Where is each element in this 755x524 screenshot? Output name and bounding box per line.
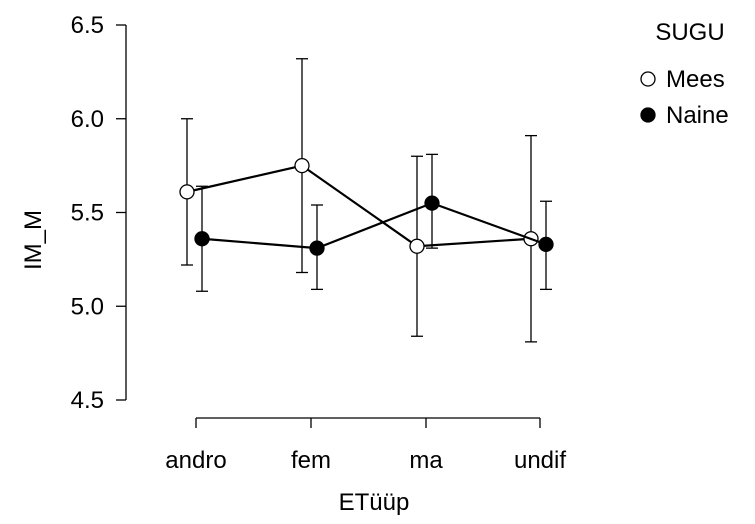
series-line-naine: [201, 201, 547, 250]
legend-label-naine: Naine: [666, 102, 729, 129]
point-naine-fem: [309, 240, 325, 256]
point-mees-andro: [179, 184, 195, 200]
legend-title: SUGU: [655, 19, 724, 46]
x-tick-label-andro: andro: [165, 447, 226, 474]
x-tick-label-fem: fem: [291, 447, 331, 474]
legend-marker-mees: [640, 71, 656, 87]
y-tick-label-1: 5.0: [71, 293, 104, 320]
x-axis: andro fem ma undif: [165, 417, 566, 474]
plot-area: [179, 58, 554, 343]
point-naine-andro: [194, 231, 210, 247]
series-line-group-mees: [186, 164, 532, 248]
x-tick-label-ma: ma: [409, 447, 443, 474]
y-axis-label: IM_M: [20, 210, 47, 270]
x-axis-label: ETüüp: [339, 489, 410, 516]
markers-mees: [179, 157, 539, 254]
series-line-group-naine: [201, 201, 547, 250]
x-tick-label-undif: undif: [514, 447, 566, 474]
legend-marker-naine: [640, 107, 656, 123]
y-tick-label-3: 6.0: [71, 106, 104, 133]
y-tick-label-0: 4.5: [71, 387, 104, 414]
y-axis: 4.5 5.0 5.5 6.0 6.5: [71, 12, 127, 414]
markers-naine: [194, 195, 554, 256]
series-line-mees: [186, 164, 532, 248]
y-tick-label-4: 6.5: [71, 12, 104, 39]
error-bars-naine: [196, 153, 552, 292]
error-bars-mees: [181, 58, 537, 343]
legend-label-mees: Mees: [666, 66, 725, 93]
point-mees-fem: [294, 157, 310, 174]
point-naine-undif: [538, 236, 554, 253]
legend: SUGU Mees Naine: [640, 19, 729, 129]
point-naine-ma: [424, 195, 440, 211]
point-mees-ma: [409, 238, 425, 254]
y-tick-label-2: 5.5: [71, 200, 104, 227]
